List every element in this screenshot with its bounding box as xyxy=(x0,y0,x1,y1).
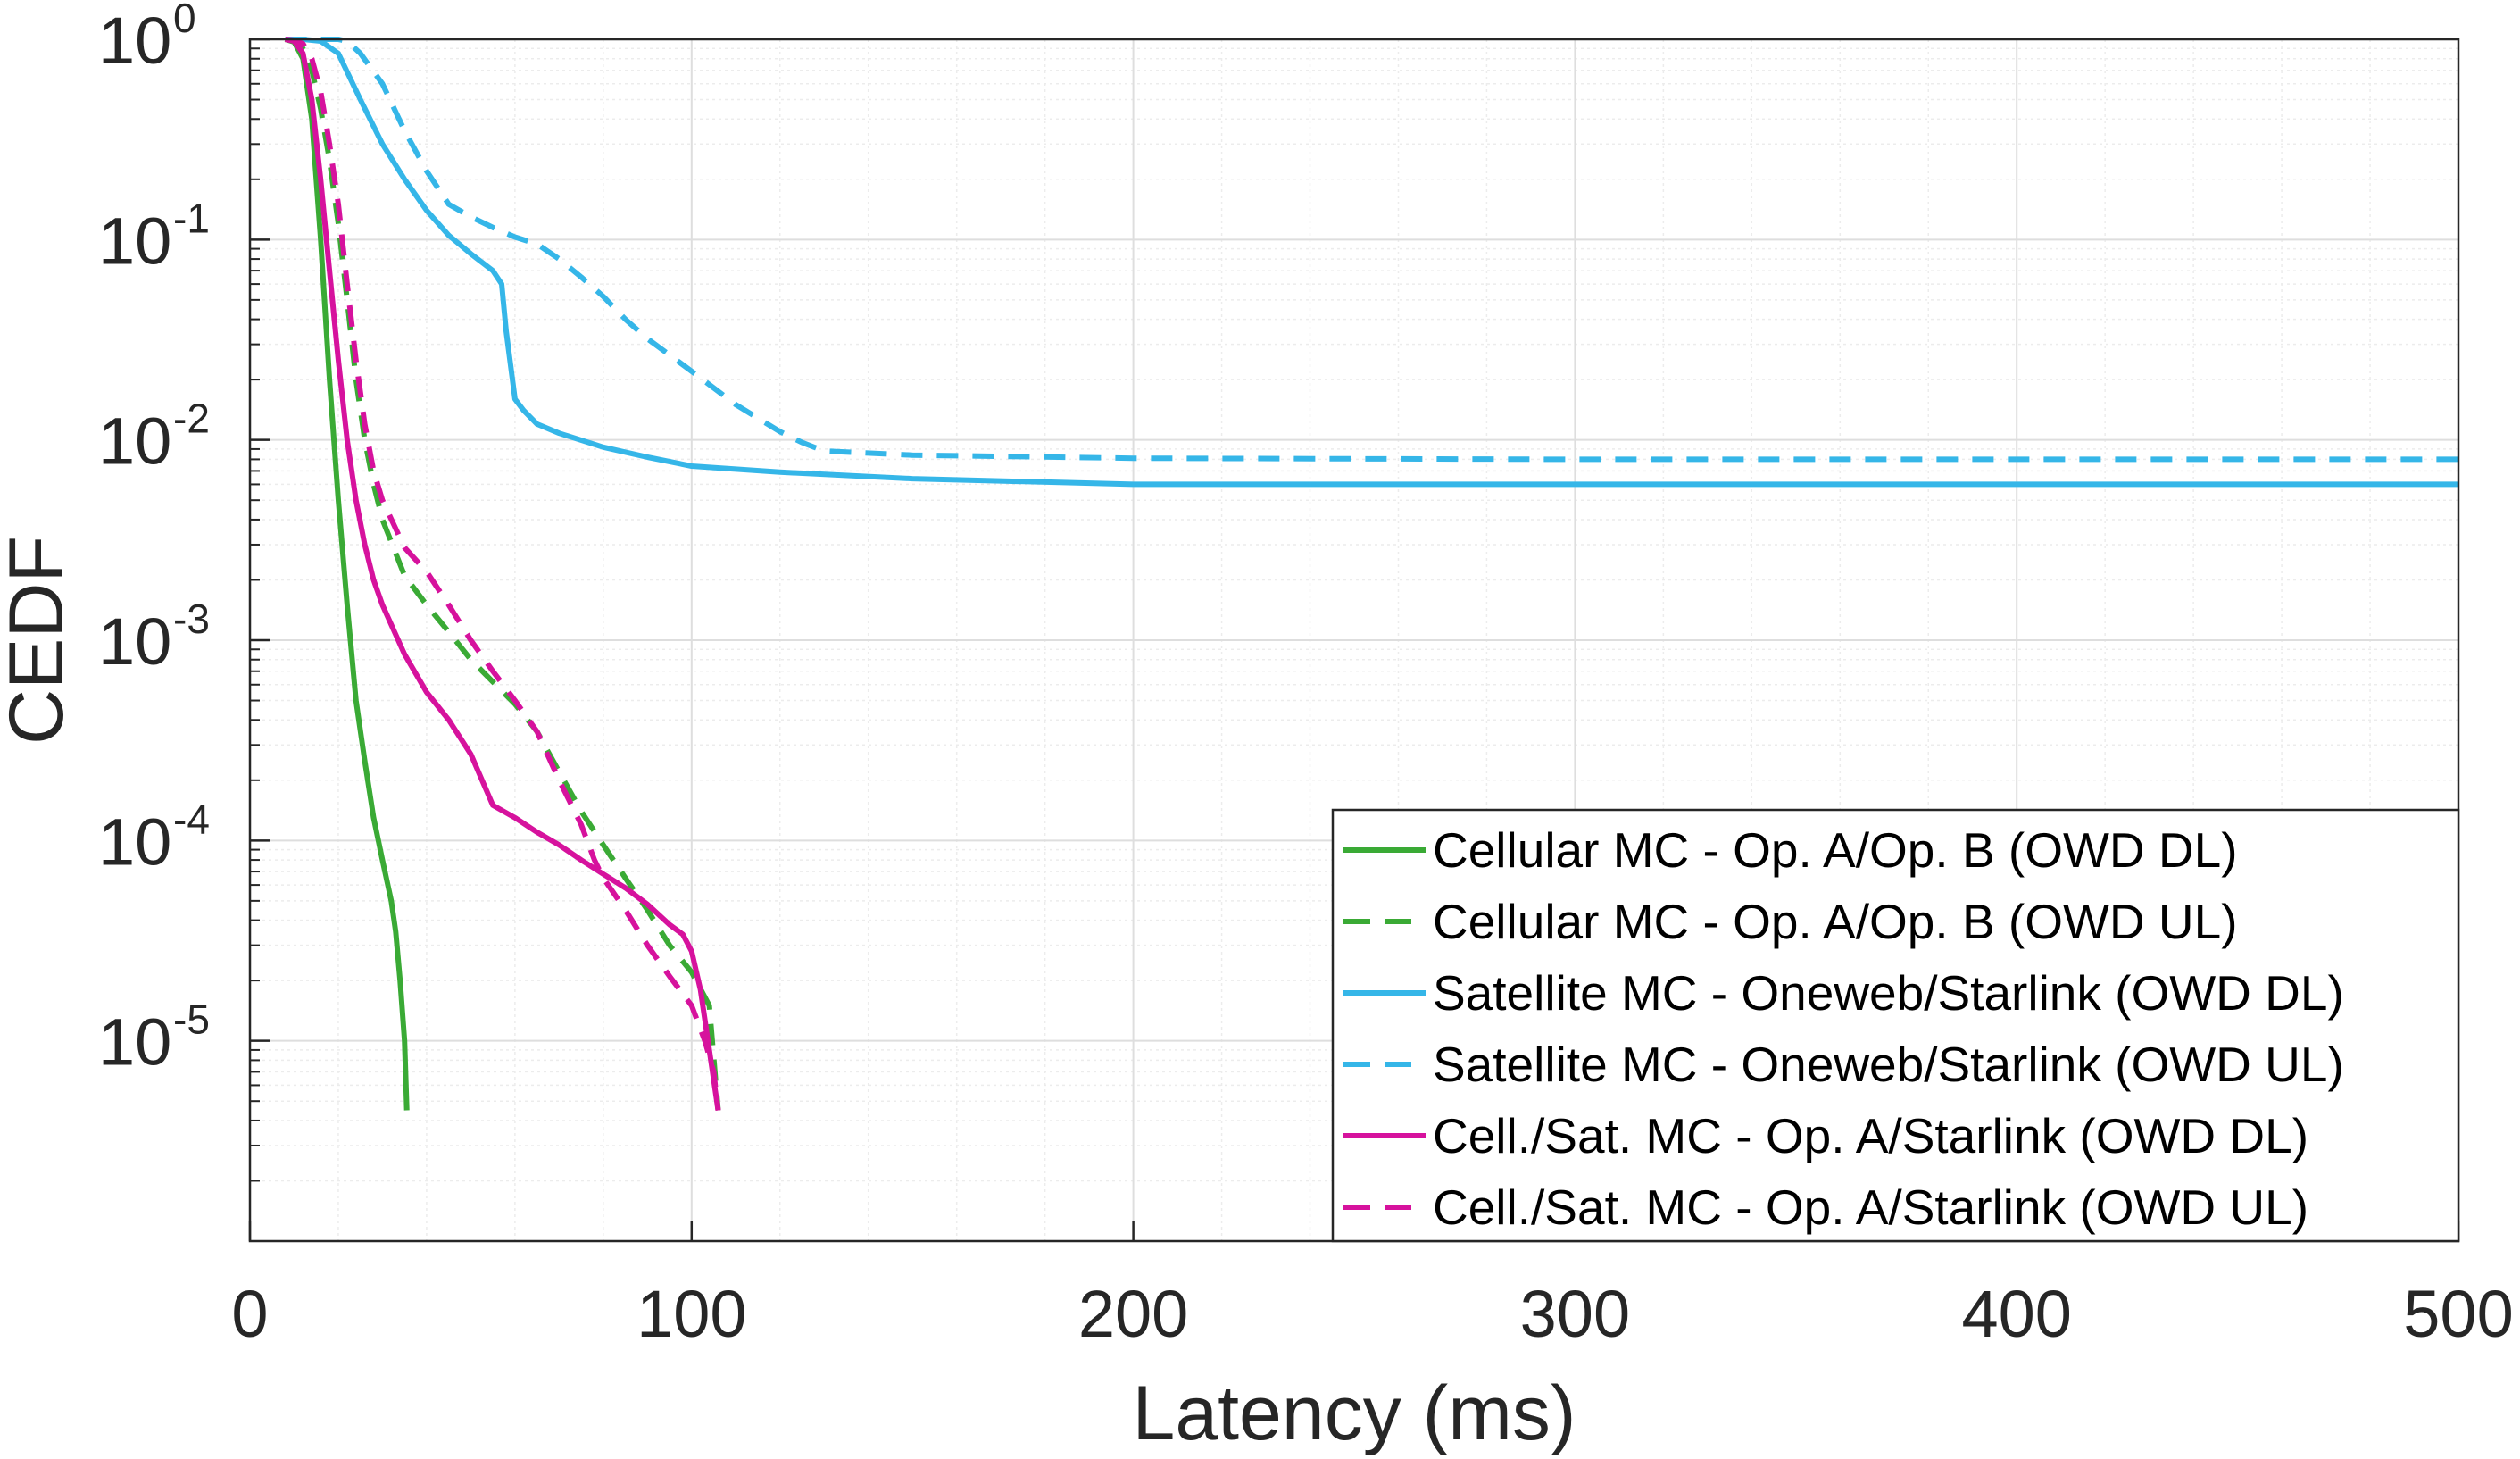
y-tick-label: 10 xyxy=(98,204,171,278)
series-layer xyxy=(284,37,2458,1111)
y-tick-label: 10 xyxy=(98,4,171,78)
y-tick-label: 10 xyxy=(98,805,171,879)
y-tick-label: 10 xyxy=(98,604,171,679)
legend-label-2: Cellular MC - Op. A/Op. B (OWD UL) xyxy=(1433,894,2238,949)
x-tick-label: 500 xyxy=(2403,1277,2513,1351)
y-tick-exponent: -1 xyxy=(173,195,210,241)
series-line-6 xyxy=(285,37,721,1111)
y-tick-exponent: -5 xyxy=(173,996,210,1043)
x-tick-label: 0 xyxy=(231,1277,268,1351)
series-line-5 xyxy=(285,37,721,1111)
x-tick-label: 200 xyxy=(1078,1277,1188,1351)
legend-label-5: Cell./Sat. MC - Op. A/Starlink (OWD DL) xyxy=(1433,1108,2308,1163)
y-tick-exponent: -3 xyxy=(173,596,210,642)
legend-label-4: Satellite MC - Oneweb/Starlink (OWD UL) xyxy=(1433,1037,2344,1092)
legend-box xyxy=(1331,808,2460,1243)
y-tick-exponent: -2 xyxy=(173,396,210,442)
x-tick-label: 300 xyxy=(1520,1277,1630,1351)
y-tick-exponent: -4 xyxy=(173,796,210,842)
x-tick-label: 400 xyxy=(1961,1277,2071,1351)
y-tick-label: 10 xyxy=(98,404,171,479)
x-axis-title: Latency (ms) xyxy=(1132,1371,1576,1456)
series-line-4 xyxy=(285,37,2458,463)
x-ticks: 0 100 200 300 400 500 xyxy=(231,1221,2514,1351)
legend-label-6: Cell./Sat. MC - Op. A/Starlink (OWD UL) xyxy=(1433,1180,2308,1235)
legend-label-1: Cellular MC - Op. A/Op. B (OWD DL) xyxy=(1433,822,2238,878)
y-tick-label: 10 xyxy=(98,1005,171,1080)
x-tick-label: 100 xyxy=(636,1277,746,1351)
y-tick-exponent: 0 xyxy=(173,0,196,41)
series-line-1 xyxy=(284,37,410,1111)
legend: Cellular MC - Op. A/Op. B (OWD DL) Cellul… xyxy=(1331,808,2460,1243)
y-axis-title: CEDF xyxy=(0,536,79,745)
series-line-2 xyxy=(285,37,721,1111)
series-line-3 xyxy=(285,37,2458,488)
legend-label-3: Satellite MC - Oneweb/Starlink (OWD DL) xyxy=(1433,965,2344,1021)
